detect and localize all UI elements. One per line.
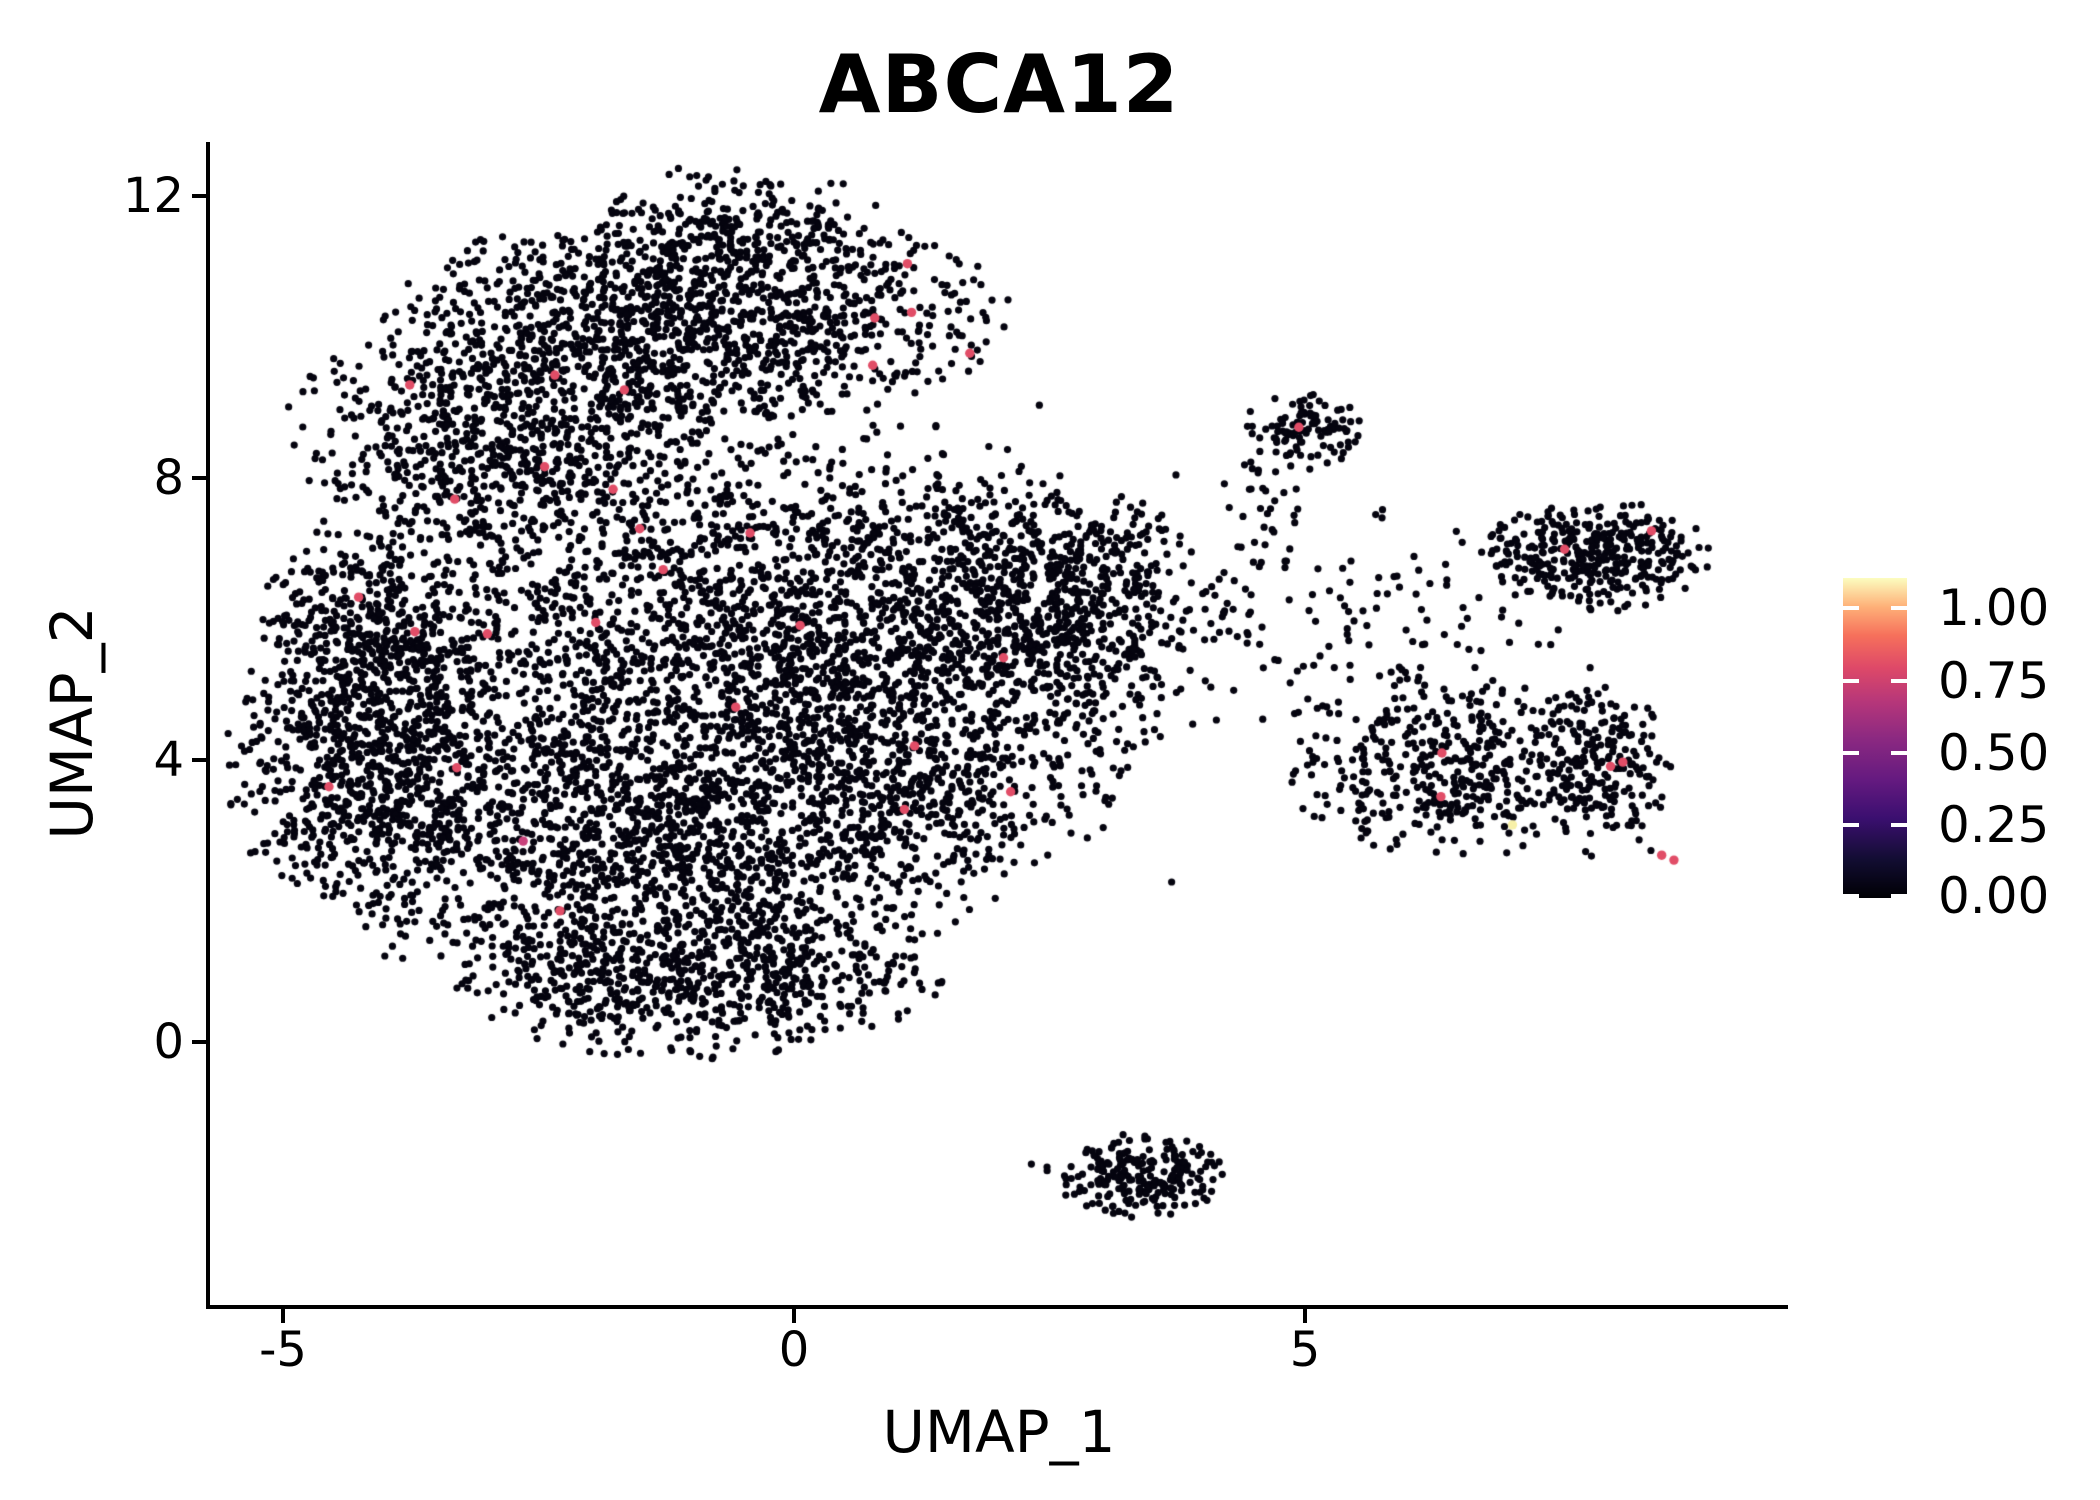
x-tick-mark [1303,1309,1307,1323]
x-axis-line [206,1305,1788,1309]
y-tick-mark [192,194,206,198]
colorbar-tick-mark [1891,823,1907,827]
y-axis-line [206,142,210,1309]
x-tick-mark [792,1309,796,1323]
x-tick-mark [281,1309,285,1323]
y-axis-title: UMAP_2 [38,606,106,840]
x-tick-label: 5 [1289,1322,1321,1378]
colorbar-tick-label: 0.25 [1938,796,2050,854]
colorbar-tick-mark [1843,894,1859,898]
y-tick-label: 8 [153,450,184,506]
x-tick-label: 0 [778,1322,810,1378]
x-tick-label: -5 [259,1322,307,1378]
x-axis-title: UMAP_1 [882,1398,1116,1466]
colorbar-gradient [1843,578,1907,898]
colorbar-tick-mark [1891,751,1907,755]
y-tick-label: 0 [153,1014,184,1070]
y-tick-label: 4 [153,732,184,788]
colorbar-tick-label: 0.50 [1938,724,2050,782]
colorbar-tick-mark [1891,894,1907,898]
colorbar-tick-label: 1.00 [1938,579,2050,637]
colorbar-tick-mark [1843,606,1859,610]
y-tick-mark [192,758,206,762]
colorbar-tick-mark [1843,823,1859,827]
colorbar-tick-mark [1891,606,1907,610]
colorbar-tick-mark [1843,679,1859,683]
colorbar-tick-label: 0.00 [1938,867,2050,925]
y-tick-mark [192,476,206,480]
colorbar-tick-mark [1843,751,1859,755]
colorbar-tick-mark [1891,679,1907,683]
colorbar-tick-label: 0.75 [1938,652,2050,710]
y-tick-label: 12 [122,168,184,224]
y-tick-mark [192,1040,206,1044]
